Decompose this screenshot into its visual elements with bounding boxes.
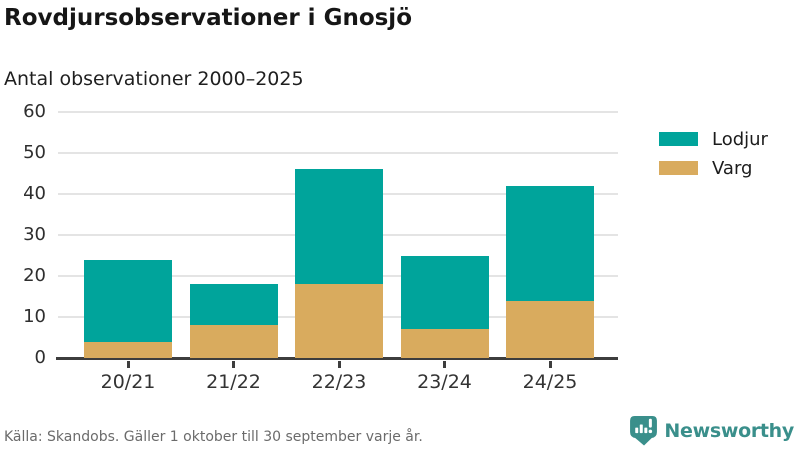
chart-legend: Lodjur Varg bbox=[659, 128, 768, 186]
bar-segment-varg-22/23 bbox=[295, 284, 383, 358]
y-axis-tick-label: 20 bbox=[23, 265, 46, 286]
bar-segment-lodjur-23/24 bbox=[400, 255, 489, 330]
bar-segment-lodjur-21/22 bbox=[189, 284, 278, 326]
x-axis-line bbox=[56, 357, 618, 360]
x-axis-tick-label: 20/21 bbox=[100, 371, 156, 393]
x-axis-tick bbox=[548, 361, 552, 368]
bar-segment-varg-21/22 bbox=[189, 325, 278, 358]
y-axis-tick-label: 60 bbox=[23, 101, 46, 122]
brand-logo: Newsworthy bbox=[629, 415, 794, 446]
newsworthy-icon bbox=[630, 416, 658, 446]
y-axis-tick-label: 10 bbox=[23, 306, 46, 327]
y-axis-tick-label: 40 bbox=[23, 183, 46, 204]
bar-segment-lodjur-22/23 bbox=[295, 169, 383, 285]
legend-item-lodjur: Lodjur bbox=[659, 128, 768, 150]
gridline-y60 bbox=[58, 111, 618, 114]
x-axis-tick bbox=[443, 361, 446, 368]
x-axis-tick-label: 23/24 bbox=[417, 371, 472, 393]
chart-subtitle: Antal observationer 2000–2025 bbox=[4, 68, 304, 90]
x-axis-tick bbox=[126, 361, 130, 368]
x-axis-tick bbox=[337, 361, 341, 368]
x-axis-tick-label: 21/22 bbox=[206, 371, 261, 393]
page-title: Rovdjursobservationer i Gnosjö bbox=[4, 5, 412, 31]
legend-label: Varg bbox=[712, 157, 753, 179]
gridline-y50 bbox=[58, 152, 618, 154]
brand-name: Newsworthy bbox=[664, 419, 794, 442]
y-axis-tick-label: 0 bbox=[34, 347, 46, 368]
legend-label: Lodjur bbox=[712, 128, 768, 150]
legend-swatch-varg bbox=[659, 161, 698, 175]
y-axis-tick-label: 50 bbox=[23, 142, 46, 163]
legend-item-varg: Varg bbox=[659, 157, 768, 179]
bar-segment-varg-23/24 bbox=[400, 329, 489, 358]
bar-segment-lodjur-20/21 bbox=[84, 259, 172, 342]
x-axis-tick-label: 22/23 bbox=[311, 371, 367, 393]
legend-swatch-lodjur bbox=[659, 132, 698, 146]
source-note: Källa: Skandobs. Gäller 1 oktober till 3… bbox=[4, 429, 423, 445]
y-axis-tick-label: 30 bbox=[23, 224, 46, 245]
bar-segment-varg-20/21 bbox=[84, 341, 172, 358]
x-axis-tick bbox=[232, 361, 235, 368]
x-axis-tick-label: 24/25 bbox=[522, 371, 578, 393]
chart-plot-area: 0 10 20 30 40 50 60 20/21 21/22 22/23 23/24 24/25 bbox=[23, 103, 618, 393]
bar-segment-lodjur-24/25 bbox=[506, 185, 594, 301]
bar-segment-varg-24/25 bbox=[506, 300, 594, 358]
